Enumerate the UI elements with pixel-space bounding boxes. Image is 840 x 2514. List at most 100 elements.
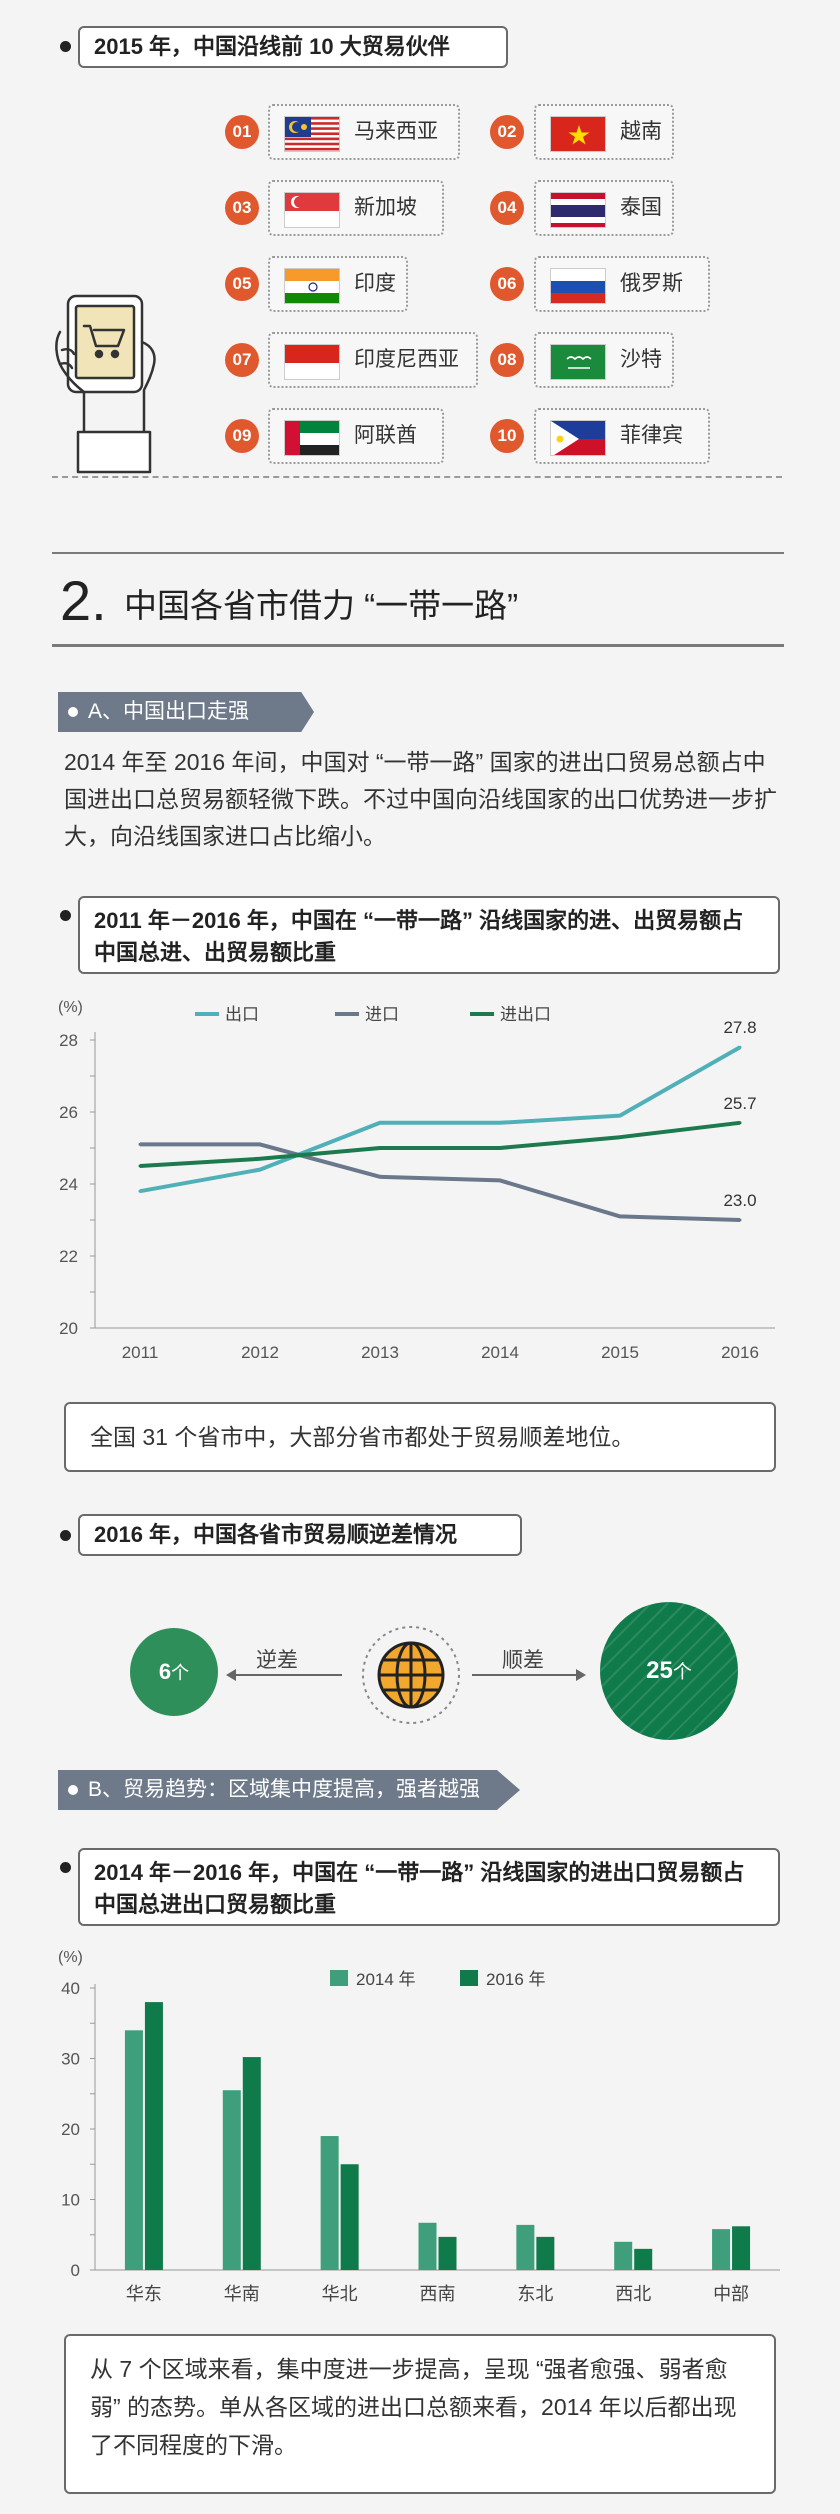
partner-item: 印度尼西亚 (268, 332, 478, 388)
section-bottom-rule (52, 644, 784, 647)
data-point (378, 1121, 382, 1125)
bar-2016 (144, 2002, 163, 2270)
partner-name: 新加坡 (354, 196, 417, 219)
partner-rank-badge: 02 (490, 115, 524, 149)
x-tick-label: 2011 (122, 1343, 159, 1362)
surplus-unit: 个 (672, 1662, 692, 1683)
y-tick-label: 22 (59, 1247, 78, 1266)
bar-2014 (614, 2241, 633, 2270)
saudi-flag-icon (550, 344, 606, 380)
y-axis-unit: (%) (58, 1949, 83, 1966)
data-label: 25.7 (723, 1094, 756, 1113)
partner-item: 马来西亚 (268, 104, 460, 160)
india-flag-icon (284, 268, 340, 304)
partner-rank-badge: 06 (490, 267, 524, 301)
data-point (498, 1146, 502, 1150)
partner-name: 泰国 (620, 196, 662, 219)
partner-rank-badge: 10 (490, 419, 524, 453)
balance-title: 2016 年，中国各省市贸易顺逆差情况 (78, 1514, 522, 1556)
partner-name: 俄罗斯 (620, 272, 683, 295)
title-bullet (60, 1862, 71, 1873)
data-point (258, 1142, 262, 1146)
malaysia-flag-icon (284, 116, 340, 152)
data-point (258, 1157, 262, 1161)
series-line-3 (139, 1120, 741, 1168)
surplus-arrow (472, 1674, 576, 1676)
partner-item: 阿联酋 (268, 408, 444, 464)
data-point (618, 1214, 622, 1218)
legend-label: 进口 (365, 1005, 399, 1024)
bar-2014 (712, 2229, 731, 2270)
deficit-unit: 个 (171, 1663, 190, 1683)
title-bullet (60, 1530, 71, 1541)
partner-rank-badge: 08 (490, 343, 524, 377)
y-axis-unit: (%) (58, 999, 83, 1016)
partner-name: 沙特 (620, 348, 662, 371)
bar-chart: (%) 0 10 20 30 40 2014 年 2016 年华东 华南 华北 西南 东北 西北 中部 (58, 1949, 780, 2304)
data-point (138, 1189, 142, 1193)
data-point (138, 1164, 142, 1168)
surplus-arrowhead (576, 1669, 586, 1681)
data-label: 27.8 (723, 1018, 756, 1037)
x-tick-label: 东北 (517, 2284, 553, 2304)
legend-label: 进出口 (500, 1005, 551, 1024)
indonesia-flag-icon (284, 344, 340, 380)
surplus-label: 顺差 (502, 1649, 544, 1672)
bar-2016 (634, 2248, 653, 2270)
x-tick-label: 西南 (420, 2284, 456, 2304)
note-box-1: 全国 31 个省市中，大部分省市都处于贸易顺差地位。 (64, 1402, 776, 1472)
x-tick-label: 华北 (322, 2284, 358, 2304)
deficit-label: 逆差 (256, 1649, 298, 1672)
legend-swatch (330, 1970, 348, 1986)
deficit-arrowhead (226, 1669, 236, 1681)
partner-item: 越南 (534, 104, 674, 160)
data-point (138, 1142, 142, 1146)
title-bullet (60, 910, 71, 921)
bar-chart-title: 2014 年－2016 年，中国在 “一带一路” 沿线国家的进出口贸易额占中国总… (78, 1848, 780, 1926)
deficit-value: 6 (158, 1659, 172, 1684)
singapore-flag-icon (284, 192, 340, 228)
sub-tag-b: B、贸易趋势：区域集中度提高，强者越强 (58, 1770, 520, 1810)
x-tick-label: 2014 (481, 1343, 519, 1362)
legend-label: 2014 年 (356, 1970, 416, 1989)
y-tick-label: 10 (61, 2191, 80, 2210)
data-point (738, 1218, 742, 1222)
partner-name: 马来西亚 (354, 120, 438, 143)
partner-item: 沙特 (534, 332, 674, 388)
bar-2016 (536, 2236, 555, 2270)
partner-name: 菲律宾 (620, 424, 683, 447)
line-chart-title: 2011 年－2016 年，中国在 “一带一路” 沿线国家的进、出贸易额占中国总… (78, 896, 780, 974)
partner-rank-badge: 07 (225, 343, 259, 377)
partner-name: 阿联酋 (354, 424, 417, 447)
section-title: 中国各省市借力 “一带一路” (124, 587, 519, 624)
bar-2016 (732, 2226, 751, 2270)
bar-2014 (222, 2090, 241, 2270)
partner-rank-badge: 05 (225, 267, 259, 301)
partner-name: 印度 (354, 272, 396, 295)
legend-label: 出口 (225, 1005, 259, 1024)
surplus-circle: 25个 (600, 1602, 738, 1740)
series-line-2 (140, 1142, 741, 1222)
shopping-phone-icon (55, 294, 156, 474)
y-tick-label: 40 (61, 1979, 80, 1998)
title-bullet (60, 41, 71, 52)
section-number: 2. (60, 569, 107, 632)
data-point (738, 1045, 742, 1049)
x-tick-label: 西北 (615, 2284, 651, 2304)
section-top-rule (52, 552, 784, 554)
x-tick-label: 2015 (601, 1343, 639, 1362)
y-tick-label: 20 (59, 1319, 78, 1338)
x-tick-label: 2013 (361, 1343, 399, 1362)
partner-name: 越南 (620, 120, 662, 143)
x-tick-label: 华东 (126, 2284, 162, 2304)
partner-rank-badge: 01 (225, 115, 259, 149)
thailand-flag-icon (550, 192, 606, 228)
bar-2014 (516, 2224, 535, 2270)
partner-rank-badge: 04 (490, 191, 524, 225)
deficit-arrow (232, 1674, 342, 1676)
bar-2016 (340, 2164, 359, 2270)
data-point (618, 1135, 622, 1139)
y-tick-label: 20 (61, 2120, 80, 2139)
data-point (258, 1168, 262, 1172)
sub-tag-a: A、中国出口走强 (58, 692, 314, 732)
